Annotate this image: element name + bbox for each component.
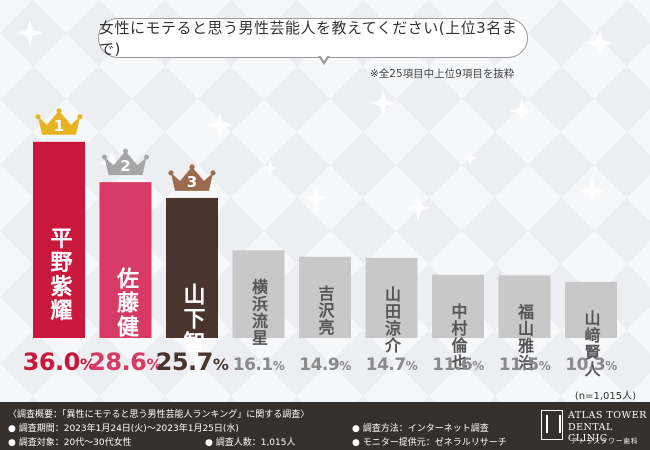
sample-size-note: (n=1,015人)	[574, 391, 636, 402]
rank-number-2: 2	[120, 157, 130, 175]
value-number-3: 25.7	[156, 348, 213, 376]
crown-jewel-center-3	[189, 164, 195, 170]
survey-method: ● 調査方法：インターネット調査	[352, 424, 489, 434]
crown-jewel-left-2	[102, 154, 107, 160]
value-unit-4: %	[273, 359, 285, 373]
value-label-7: 11.6%	[432, 355, 484, 375]
bar-label-1: 平野紫耀	[47, 227, 73, 323]
crown-icon-3	[171, 166, 213, 191]
value-label-8: 11.5%	[499, 355, 551, 375]
value-unit-6: %	[406, 359, 418, 373]
value-number-6: 14.7	[366, 355, 406, 375]
clinic-logo: ATLAS TOWER DENTAL CLINIC アトラスタワー歯科	[541, 408, 647, 446]
rank-number-1: 1	[54, 117, 64, 135]
value-number-9: 10.3	[565, 355, 605, 375]
bar-label-5: 吉沢亮	[316, 284, 335, 336]
bar-6	[365, 257, 418, 338]
crown-jewel-left-1	[35, 114, 41, 120]
crown-icon-1	[38, 110, 80, 135]
bar-1	[33, 141, 85, 338]
bar-9	[565, 281, 617, 338]
value-label-2: 28.6%	[89, 348, 162, 376]
value-label-9: 10.3%	[565, 355, 617, 375]
bar-4	[232, 250, 285, 338]
bar-7	[432, 274, 484, 338]
crown-jewel-center-2	[123, 148, 128, 154]
crown-jewel-right-2	[144, 154, 149, 160]
value-unit-3: %	[213, 355, 229, 374]
value-number-1: 36.0	[23, 348, 80, 376]
bar-label-9: 山﨑賢人	[582, 310, 601, 378]
logo-line-3: アトラスタワー歯科	[571, 437, 639, 445]
bar-label-3: 山下智久	[180, 283, 206, 379]
crown-jewel-right-1	[77, 114, 83, 120]
bar-label-6: 山田涼介	[382, 286, 402, 354]
value-label-3: 25.7%	[156, 348, 229, 376]
value-number-8: 11.5	[499, 355, 539, 375]
bar-label-2: 佐藤健	[113, 266, 140, 339]
survey-count: ● 調査人数：1,015人	[205, 438, 296, 448]
logo-line-2: DENTAL CLINIC	[568, 422, 613, 444]
survey-period: ● 調査期間：2023年1月24日(火)〜2023年1月25日(水)	[8, 424, 239, 434]
bar-label-7: 中村倫也	[449, 302, 468, 371]
bar-5	[299, 256, 351, 338]
rank-number-3: 3	[187, 173, 197, 191]
bar-2	[99, 182, 152, 338]
value-number-4: 16.1	[233, 355, 273, 375]
value-number-5: 14.9	[299, 355, 339, 375]
logo-line-1: ATLAS TOWER	[568, 410, 647, 421]
value-unit-5: %	[339, 359, 351, 373]
value-unit-1: %	[80, 355, 96, 374]
value-unit-2: %	[146, 355, 162, 374]
bar-label-4: 横浜流星	[249, 277, 268, 346]
value-label-1: 36.0%	[23, 348, 96, 376]
crown-jewel-center-1	[56, 108, 62, 114]
crown-jewel-right-3	[210, 170, 216, 176]
value-number-7: 11.6	[432, 355, 472, 375]
survey-target: ● 調査対象：20代〜30代女性	[8, 438, 132, 448]
value-unit-9: %	[605, 359, 617, 373]
bar-label-8: 福山雅治	[515, 302, 535, 371]
crown-jewel-left-3	[168, 170, 174, 176]
value-label-5: 14.9%	[299, 355, 351, 375]
survey-overview-bar: 〈調査概要：「異性にモテると思う男性芸能人ランキング」に関する調査〉 ● 調査期…	[0, 402, 650, 450]
clinic-logo-mark-icon	[541, 410, 563, 440]
survey-provider: ● モニター提供元：ゼネラルリサーチ	[352, 438, 507, 448]
bar-8	[498, 275, 551, 338]
value-unit-7: %	[472, 359, 484, 373]
value-label-6: 14.7%	[366, 355, 418, 375]
value-unit-8: %	[539, 359, 551, 373]
title-pointer-inner	[320, 55, 328, 61]
bar-3	[166, 197, 218, 338]
value-number-2: 28.6	[89, 348, 146, 376]
crown-icon-2	[104, 151, 147, 176]
survey-overview-title: 〈調査概要：「異性にモテると思う男性芸能人ランキング」に関する調査〉	[8, 410, 310, 420]
excerpt-note: ※全25項目中上位9項目を抜粋	[370, 68, 515, 80]
value-label-4: 16.1%	[233, 355, 285, 375]
